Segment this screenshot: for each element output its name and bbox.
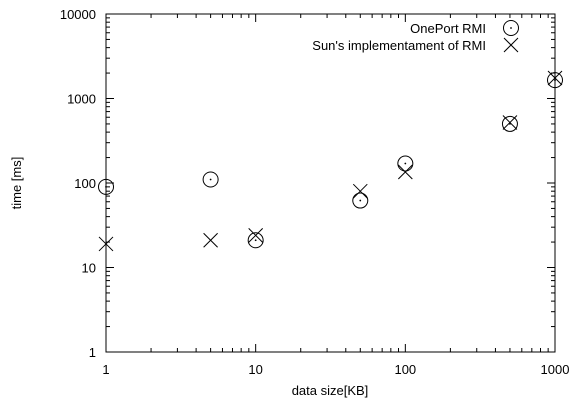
oneport-point [352, 192, 369, 209]
sun-rmi-point [397, 164, 413, 180]
x-tick-label: 1000 [541, 362, 570, 377]
axis-ticks [105, 14, 556, 353]
sun-rmi-point [203, 232, 218, 248]
legend-marker [503, 20, 519, 36]
sun-rmi-point [98, 236, 114, 252]
legend: OnePort RMI Sun's implementament of RMI [312, 20, 519, 53]
x-tick-label: 100 [394, 362, 416, 377]
y-tick-label: 10 [82, 261, 96, 276]
y-tick-label: 100 [74, 176, 96, 191]
x-tick-label: 1 [102, 362, 109, 377]
sun-rmi-point [547, 70, 563, 86]
tick-labels: 1 10 100 1000 1 10 100 1000 10000 [60, 7, 570, 377]
oneport-point [501, 115, 518, 132]
oneport-point [98, 178, 114, 195]
x-tick-label: 10 [248, 362, 262, 377]
oneport-point [547, 72, 563, 89]
y-tick-label: 1 [89, 345, 96, 360]
legend-label: Sun's implementament of RMI [312, 38, 486, 53]
oneport-point [397, 155, 414, 172]
plot-frame [105, 13, 556, 353]
sun-rmi-point [502, 115, 518, 130]
y-axis-label: time [ms] [9, 157, 24, 210]
sun-rmi-point [352, 183, 368, 199]
x-axis-label: data size[KB] [292, 383, 369, 398]
legend-marker [503, 37, 519, 53]
oneport-point [247, 232, 264, 249]
legend-label: OnePort RMI [410, 21, 486, 36]
data-markers [98, 70, 563, 252]
sun-rmi-point [248, 228, 264, 243]
oneport-point [202, 171, 219, 188]
y-tick-label: 10000 [60, 7, 96, 22]
y-tick-label: 1000 [67, 92, 96, 107]
